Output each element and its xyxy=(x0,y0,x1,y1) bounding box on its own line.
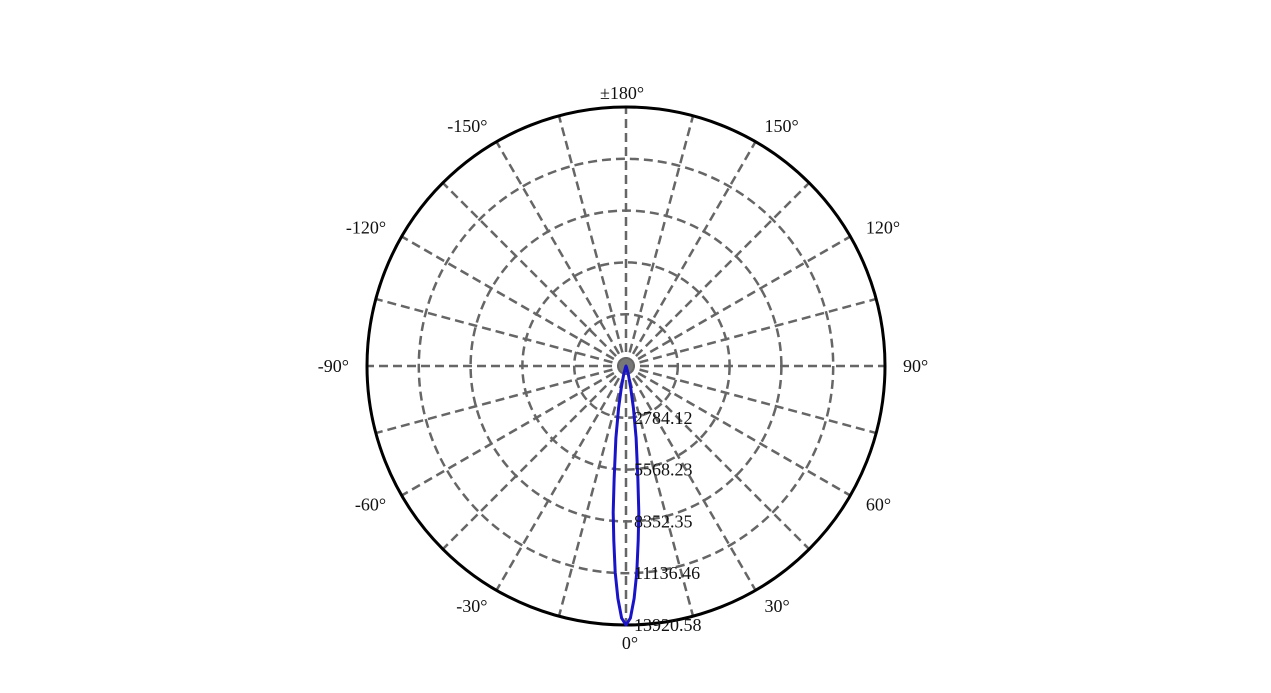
angle-tick-label: 30° xyxy=(765,596,790,616)
grid-spoke xyxy=(625,364,877,435)
radial-tick-label: 8352.35 xyxy=(634,511,693,531)
label-layer: 2784.12 5568.23 8352.35 11136.46 13920.580° 3… xyxy=(318,83,928,653)
grid-spoke xyxy=(625,181,811,367)
grid-spoke xyxy=(495,365,628,591)
grid-spoke xyxy=(441,181,627,367)
grid-ring xyxy=(469,209,783,523)
polar-grid xyxy=(365,105,887,627)
grid-ring xyxy=(417,157,835,575)
radial-tick-label: 11136.46 xyxy=(634,563,700,583)
grid-spoke xyxy=(625,297,877,368)
grid-spoke xyxy=(624,115,695,367)
grid-spoke xyxy=(375,297,627,368)
series-layer xyxy=(611,364,641,627)
grid-spoke xyxy=(624,141,757,367)
grid-spoke xyxy=(401,364,627,497)
radial-tick-label: 5568.23 xyxy=(634,460,693,480)
angle-tick-label: -60° xyxy=(355,495,386,515)
grid-spoke xyxy=(625,364,851,497)
angle-tick-label: 0° xyxy=(622,633,638,653)
grid-spoke xyxy=(557,365,628,617)
angle-tick-label: 150° xyxy=(765,116,799,136)
grid-spoke xyxy=(495,141,628,367)
grid-spoke xyxy=(441,365,627,551)
angle-tick-label: ±180° xyxy=(600,83,644,103)
angle-tick-label: 120° xyxy=(866,218,900,238)
radial-tick-label: 13920.58 xyxy=(634,615,702,635)
angle-tick-label: -150° xyxy=(447,116,487,136)
grid-spoke xyxy=(624,365,695,617)
grid-spoke xyxy=(375,364,627,435)
angle-tick-label: -30° xyxy=(456,596,487,616)
radial-tick-label: 2784.12 xyxy=(634,408,693,428)
grid-spoke xyxy=(557,115,628,367)
grid-spoke xyxy=(625,365,811,551)
grid-spoke xyxy=(625,235,851,368)
grid-spoke xyxy=(624,365,757,591)
series-line xyxy=(611,364,641,627)
angle-tick-label: -90° xyxy=(318,356,349,376)
angle-tick-label: 60° xyxy=(866,495,891,515)
angle-tick-label: 90° xyxy=(903,356,928,376)
angle-tick-label: -120° xyxy=(346,218,386,238)
grid-spoke xyxy=(401,235,627,368)
grid-ring xyxy=(521,261,731,471)
grid-ring xyxy=(572,312,680,420)
